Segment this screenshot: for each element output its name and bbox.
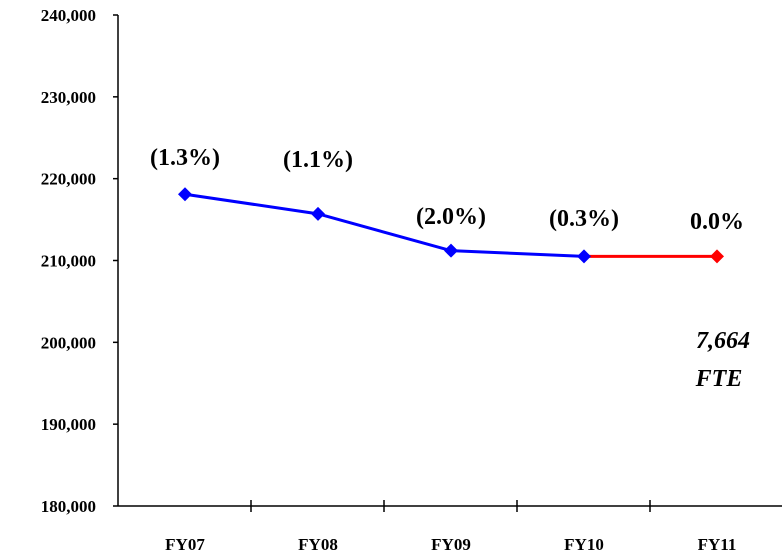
x-tick-label: FY11 xyxy=(698,535,737,554)
series-line-actual xyxy=(184,192,585,258)
data-point-marker xyxy=(577,249,591,264)
data-labels: (1.3%) (1.1%) (2.0%) (0.3%) 0.0% xyxy=(150,145,744,235)
annotation-line-2: FTE xyxy=(695,366,743,392)
data-label: (1.1%) xyxy=(283,147,353,173)
y-tick-label: 240,000 xyxy=(41,6,96,25)
data-label: (1.3%) xyxy=(150,145,220,171)
y-tick-label: 210,000 xyxy=(41,252,96,271)
series-lines xyxy=(184,192,717,258)
x-tick-labels: FY07 FY08 FY09 FY10 FY11 xyxy=(165,535,736,554)
y-tick-label: 200,000 xyxy=(41,333,96,352)
x-tick-label: FY07 xyxy=(165,535,205,554)
data-point-marker xyxy=(311,206,325,221)
data-label: 0.0% xyxy=(690,209,744,235)
series-points xyxy=(178,187,724,264)
y-tick-labels: 180,000 190,000 200,000 210,000 220,000 230,0… xyxy=(41,6,96,516)
x-tick-label: FY09 xyxy=(431,535,471,554)
y-tick-label: 220,000 xyxy=(41,170,96,189)
annotation-line-1: 7,664 xyxy=(696,328,750,354)
data-label: (2.0%) xyxy=(416,204,486,230)
data-point-marker xyxy=(710,249,724,264)
data-label: (0.3%) xyxy=(549,206,619,232)
y-tick-label: 190,000 xyxy=(41,415,96,434)
x-tick-label: FY08 xyxy=(298,535,338,554)
chart-axes xyxy=(113,14,782,512)
data-point-marker xyxy=(444,243,458,258)
data-point-marker xyxy=(178,187,192,202)
x-tick-label: FY10 xyxy=(564,535,604,554)
y-tick-label: 230,000 xyxy=(41,88,96,107)
y-tick-label: 180,000 xyxy=(41,497,96,516)
